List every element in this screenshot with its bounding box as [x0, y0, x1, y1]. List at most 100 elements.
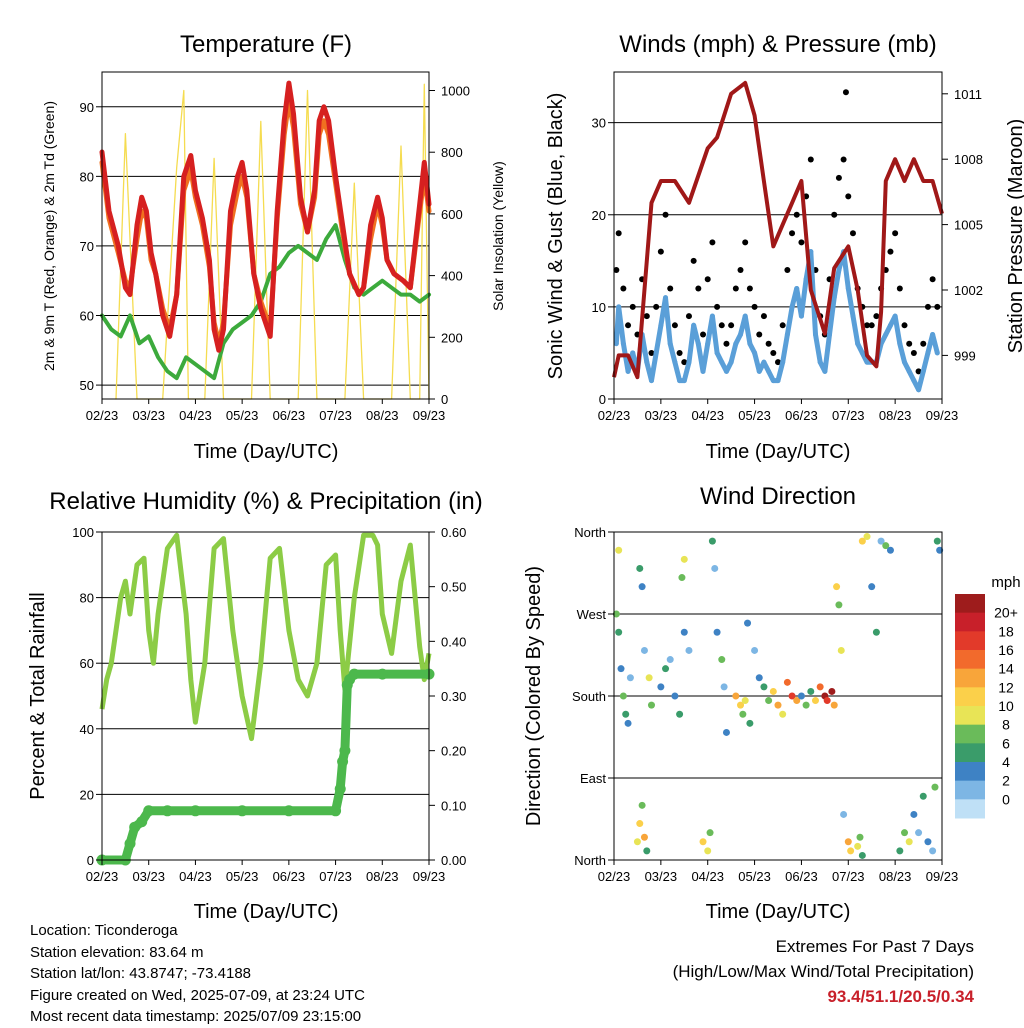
x-tick-label: 02/23: [598, 869, 631, 884]
y-tick-label: South: [572, 689, 606, 704]
gust-point: [849, 230, 856, 237]
gust-point: [906, 340, 913, 347]
precip-point: [339, 745, 351, 757]
x-tick-label: 06/23: [785, 408, 818, 423]
wind-point: [789, 304, 795, 310]
direction-point: [626, 674, 634, 682]
y2-tick-label: 1002: [954, 283, 983, 298]
direction-point: [657, 683, 665, 691]
wind-point: [752, 350, 758, 356]
direction-point: [924, 838, 932, 846]
direction-point: [720, 683, 728, 691]
temperature-plot-frame: [101, 71, 430, 400]
extremes-heading: Extremes For Past 7 Days: [775, 937, 974, 956]
gust-point: [840, 156, 847, 163]
colorbar-swatch: [955, 762, 985, 782]
x-tick-label: 07/23: [319, 869, 352, 884]
y-tick-label: 60: [80, 309, 94, 324]
x-tick-label: 04/23: [691, 869, 724, 884]
wind-point: [733, 341, 739, 347]
wind-point: [850, 313, 856, 319]
direction-point: [680, 628, 688, 636]
gust-point: [929, 276, 936, 283]
colorbar-swatch: [955, 799, 985, 819]
gust-point: [784, 267, 791, 274]
direction-point: [828, 687, 836, 695]
wind-point: [667, 341, 673, 347]
gust-point: [864, 322, 871, 329]
direction-point: [915, 829, 923, 837]
gust-point: [723, 340, 730, 347]
x-tick-label: 03/23: [132, 869, 165, 884]
wind-point: [719, 359, 725, 365]
direction-title: Wind Direction: [700, 483, 856, 510]
x-tick-label: 08/23: [366, 408, 399, 423]
direction-point: [807, 687, 815, 695]
gust-point: [700, 331, 707, 338]
y-tick-label: 80: [80, 591, 94, 606]
wind-point: [812, 332, 818, 338]
x-tick-label: 09/23: [413, 408, 446, 423]
wind-point: [681, 378, 687, 384]
gust-point: [842, 89, 849, 96]
precip-line: [97, 669, 434, 865]
temperature-ylabel: 2m & 9m T (Red, Orange) & 2m Td (Green): [41, 101, 57, 371]
wind-point: [691, 322, 697, 328]
pressure-ylabel: Station Pressure (Maroon): [1005, 119, 1024, 354]
direction-point: [746, 719, 754, 727]
x-tick-label: 07/23: [832, 408, 865, 423]
wind-point: [920, 368, 926, 374]
x-tick-label: 02/23: [86, 869, 119, 884]
gust-point: [765, 340, 772, 347]
direction-point: [633, 838, 641, 846]
direction-point: [833, 583, 841, 591]
direction-point: [744, 619, 752, 627]
extremes-subheading: (High/Low/Max Wind/Total Precipitation): [672, 962, 974, 981]
direction-point: [919, 792, 927, 800]
y-tick-label: 100: [72, 525, 94, 540]
gust-point: [915, 368, 922, 375]
winds-title: Winds (mph) & Pressure (mb): [619, 31, 936, 58]
wind-point: [658, 322, 664, 328]
wind-point: [897, 341, 903, 347]
created-text: Figure created on Wed, 2025-07-09, at 23…: [30, 986, 365, 1004]
colorbar-swatch: [955, 687, 985, 707]
wind-point: [803, 276, 809, 282]
colorbar-swatch: [955, 668, 985, 688]
winds-panel: Winds (mph) & Pressure (mb) 0 10 20 30 999 1…: [545, 31, 1024, 463]
direction-point: [769, 687, 777, 695]
wind-point: [723, 368, 729, 374]
direction-point: [929, 847, 937, 855]
wind-point: [695, 341, 701, 347]
gust-point: [629, 303, 636, 310]
gust-point: [643, 313, 650, 320]
x-tick-label: 07/23: [832, 869, 865, 884]
direction-xlabel: Time (Day/UTC): [706, 901, 851, 923]
colorbar-label: 12: [998, 679, 1014, 695]
y-tick-label: East: [580, 771, 606, 786]
direction-point: [793, 697, 801, 705]
x-tick-label: 02/23: [86, 408, 119, 423]
extremes-values: 93.4/51.1/20.5/0.34: [827, 987, 974, 1006]
direction-point: [643, 847, 651, 855]
colorbar-label: 16: [998, 642, 1014, 658]
y2-tick-label: 1008: [954, 152, 983, 167]
gust-point: [620, 285, 627, 292]
wind-point: [709, 313, 715, 319]
gust-point: [807, 156, 814, 163]
direction-point: [624, 719, 632, 727]
temperature-xlabel: Time (Day/UTC): [194, 441, 339, 463]
y2-tick-label: 400: [441, 269, 463, 284]
humidity-panel: Relative Humidity (%) & Precipitation (i…: [27, 488, 483, 923]
direction-panel: Wind Direction North East South West North 0…: [523, 483, 1021, 923]
direction-point: [910, 810, 918, 818]
direction-point: [877, 537, 885, 545]
speed-colorbar: mph 20+ 18 16 14 12 10 8 6 4 2 0: [955, 574, 1021, 819]
precip-point: [124, 838, 136, 850]
gust-point: [896, 285, 903, 292]
direction-point: [774, 701, 782, 709]
x-tick-label: 06/23: [273, 408, 306, 423]
y2-tick-label: 1000: [441, 84, 470, 99]
gust-point: [671, 322, 678, 329]
wind-point: [770, 378, 776, 384]
